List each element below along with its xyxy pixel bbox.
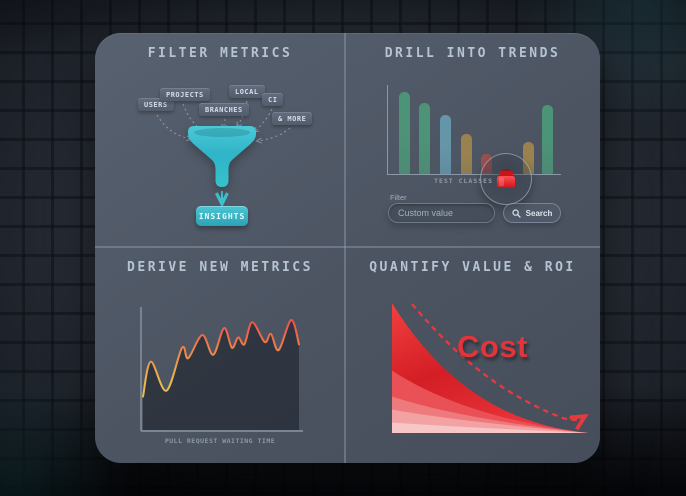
chip-projects: PROJECTS xyxy=(160,88,210,101)
cost-wedge-layers xyxy=(392,303,588,433)
search-button-label: Search xyxy=(525,208,553,218)
insights-button[interactable]: INSIGHTS xyxy=(196,206,248,226)
quadrant-quantify-value-roi: QUANTIFY VALUE & ROI Cost xyxy=(345,247,600,463)
red-bag-icon xyxy=(497,169,515,188)
x-axis-label: TEST CLASSES xyxy=(434,177,493,185)
bar xyxy=(461,133,472,174)
chip-branches: BRANCHES xyxy=(199,103,249,116)
funnel-icon xyxy=(188,126,256,187)
quadrant-title: FILTER METRICS xyxy=(147,46,293,61)
bar xyxy=(542,104,553,174)
quadrant-title: DRILL INTO TRENDS xyxy=(384,46,561,61)
chip-more: & MORE xyxy=(272,112,313,125)
cost-wedge-5 xyxy=(392,422,588,433)
bar xyxy=(523,142,534,174)
dashed-decay-arrow xyxy=(411,303,582,420)
highlight-circle xyxy=(480,153,532,205)
quadrant-title: DERIVE NEW METRICS xyxy=(127,260,313,275)
bar xyxy=(419,102,430,174)
connector-more xyxy=(255,127,291,144)
area-fill xyxy=(143,319,299,430)
chip-local: LOCAL xyxy=(229,85,265,98)
cost-annotation: Cost xyxy=(457,329,528,364)
quadrant-drill-into-trends: DRILL INTO TRENDS TEST CLASSES Filter xyxy=(345,33,600,247)
bar xyxy=(440,115,451,174)
x-axis-label: PULL REQUEST WAITING TIME xyxy=(164,437,276,445)
vertical-divider xyxy=(344,33,346,463)
quadrant-filter-metrics: FILTER METRICS xyxy=(95,33,345,247)
area-line-chart xyxy=(140,307,303,432)
quadrant-derive-new-metrics: DERIVE NEW METRICS PULL REQUEST WAITING … xyxy=(95,247,345,463)
feature-panel: FILTER METRICS xyxy=(95,33,600,463)
magnifier-icon xyxy=(512,208,521,218)
bar-chart xyxy=(387,85,561,175)
quadrant-title: QUANTIFY VALUE & ROI xyxy=(369,260,576,275)
chip-users: USERS xyxy=(138,98,174,111)
horizontal-divider xyxy=(95,246,600,248)
area-line xyxy=(142,318,300,398)
bar xyxy=(399,92,410,174)
cost-decay-chart xyxy=(392,303,590,433)
filter-input[interactable] xyxy=(388,203,495,223)
search-button[interactable]: Search xyxy=(503,203,561,223)
filter-field-label: Filter xyxy=(390,193,407,202)
chip-ci: CI xyxy=(262,93,284,106)
connector-users xyxy=(156,114,193,142)
chart-axes xyxy=(140,307,303,432)
